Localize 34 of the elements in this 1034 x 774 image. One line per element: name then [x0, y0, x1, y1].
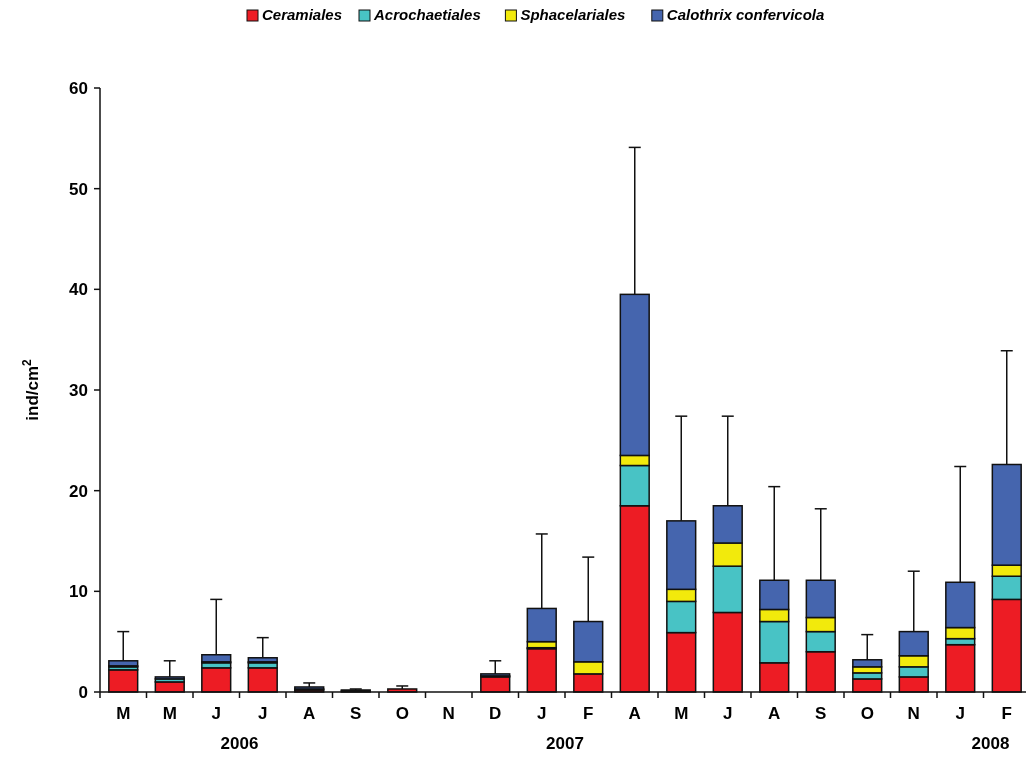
legend-label: Ceramiales	[262, 6, 343, 23]
x-tick-label: J	[258, 704, 268, 723]
x-tick-label: M	[116, 704, 131, 723]
text: 2006	[220, 734, 259, 753]
x-tick-label: J	[211, 704, 221, 723]
x-tick-label: F	[583, 704, 594, 723]
x-tick-label: N	[442, 704, 455, 723]
x-tick-label: O	[395, 704, 409, 723]
legend-label: Sphacelariales	[520, 6, 626, 23]
y-tick-label: 10	[69, 582, 88, 602]
y-tick-label: 30	[69, 381, 88, 400]
x-tick-label: M	[162, 704, 177, 723]
legend-label: Calothrix confervicola	[666, 6, 825, 23]
text: 2007	[546, 734, 584, 753]
x-tick-label: S	[815, 704, 827, 723]
y-tick-label: 50	[69, 179, 88, 199]
y-tick-label: 20	[69, 481, 88, 501]
x-tick-label: D	[489, 704, 502, 723]
x-tick-label: A	[628, 704, 641, 723]
x-tick-label: J	[537, 704, 547, 723]
x-tick-label: J	[723, 704, 733, 723]
x-tick-label: A	[768, 704, 781, 723]
x-tick-label: N	[907, 704, 920, 723]
text: 2008	[971, 734, 1010, 753]
legend-label: Acrochaetiales	[373, 6, 481, 23]
y-tick-label: 40	[69, 280, 88, 300]
x-tick-label: S	[350, 704, 362, 723]
x-tick-label: A	[303, 704, 316, 723]
y-tick-label: 0	[78, 683, 88, 702]
x-tick-label: J	[955, 704, 965, 723]
x-tick-label: F	[1001, 704, 1012, 723]
x-tick-label: O	[860, 704, 874, 723]
y-tick-label: 60	[69, 79, 88, 98]
x-tick-label: M	[674, 704, 689, 723]
